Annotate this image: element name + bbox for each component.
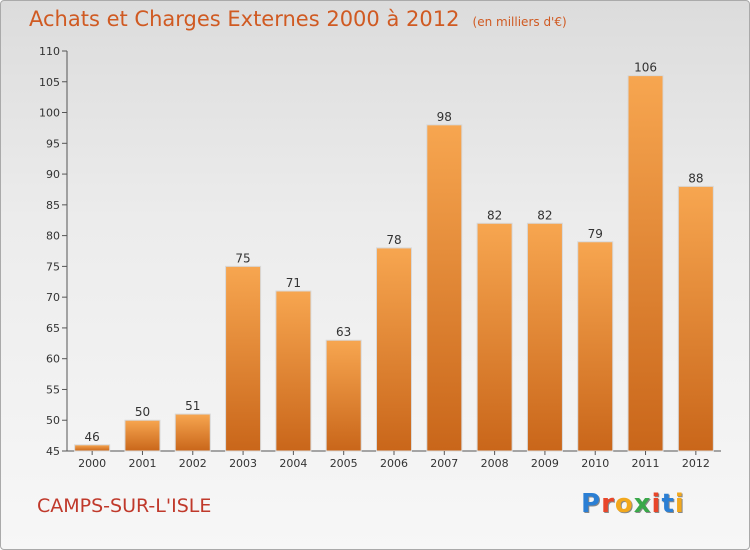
x-tick-label: 2012 <box>682 457 710 470</box>
logo-letter: P <box>581 489 602 519</box>
y-tick-label: 80 <box>46 230 60 243</box>
x-tick-label: 2006 <box>380 457 408 470</box>
data-label: 51 <box>185 399 200 413</box>
data-label: 46 <box>85 430 100 444</box>
logo-letter: r <box>601 489 615 519</box>
y-tick-label: 95 <box>46 137 60 150</box>
data-label: 98 <box>437 110 452 124</box>
y-tick-label: 70 <box>46 291 60 304</box>
x-tick-label: 2007 <box>430 457 458 470</box>
bar-2003 <box>225 265 262 452</box>
y-tick-label: 60 <box>46 353 60 366</box>
bar-2012 <box>677 185 714 452</box>
x-tick-label: 2001 <box>128 457 156 470</box>
bar-2000 <box>74 444 111 452</box>
y-tick-label: 50 <box>46 414 60 427</box>
city-name: CAMPS-SUR-L'ISLE <box>37 495 212 517</box>
x-tick-label: 2002 <box>179 457 207 470</box>
x-axis: 2000 2001 2002 2003 2004 2005 2006 2007 2008 2009… <box>78 451 710 470</box>
y-tick-label: 45 <box>46 445 60 458</box>
y-tick-label: 55 <box>46 383 60 396</box>
x-tick-label: 2003 <box>229 457 257 470</box>
chart-title: Achats et Charges Externes 2000 à 2012 <box>29 7 460 31</box>
x-tick-label: 2011 <box>632 457 660 470</box>
proxiti-logo: Proxiti <box>581 489 685 519</box>
data-label: 79 <box>588 227 603 241</box>
bar-2006 <box>376 247 412 452</box>
x-tick-label: 2010 <box>581 457 609 470</box>
bar-2001 <box>124 419 161 452</box>
y-tick-label: 90 <box>46 168 60 181</box>
bar-2005 <box>325 339 362 452</box>
chart-unit: (en milliers d'€) <box>472 15 567 29</box>
x-tick-label: 2004 <box>279 457 307 470</box>
logo-letter: o <box>614 489 634 519</box>
bar-2002 <box>174 413 211 452</box>
data-label: 82 <box>487 208 502 222</box>
data-label: 78 <box>386 233 401 247</box>
data-label: 106 <box>634 61 657 75</box>
logo-letter: i <box>674 489 685 519</box>
y-tick-label: 110 <box>39 45 60 58</box>
x-tick-label: 2009 <box>531 457 559 470</box>
chart-title-block: Achats et Charges Externes 2000 à 2012 (… <box>29 7 567 31</box>
bar-2009 <box>526 222 563 452</box>
bar-2010 <box>577 241 614 452</box>
y-tick-label: 100 <box>39 107 60 120</box>
bars: 46 50 51 75 71 63 78 98 82 82 79 106 88 <box>74 61 714 452</box>
bar-2007 <box>426 124 463 452</box>
logo-letter: x <box>633 489 652 519</box>
y-tick-label: 75 <box>46 260 60 273</box>
data-label: 50 <box>135 405 150 419</box>
data-label: 82 <box>537 208 552 222</box>
y-axis: 45 50 55 60 65 70 75 80 85 90 95 100 105 110 <box>39 45 721 458</box>
data-label: 63 <box>336 325 351 339</box>
bar-2008 <box>476 222 513 452</box>
x-tick-label: 2008 <box>481 457 509 470</box>
logo-letter: t <box>661 489 675 519</box>
x-tick-label: 2005 <box>330 457 358 470</box>
data-label: 71 <box>286 276 301 290</box>
bar-2004 <box>275 290 312 452</box>
bar-2011 <box>627 75 664 452</box>
data-label: 88 <box>688 171 703 185</box>
logo-letter: i <box>651 489 662 519</box>
y-tick-label: 65 <box>46 322 60 335</box>
y-tick-label: 105 <box>39 76 60 89</box>
x-tick-label: 2000 <box>78 457 106 470</box>
data-label: 75 <box>235 251 250 265</box>
y-tick-label: 85 <box>46 199 60 212</box>
